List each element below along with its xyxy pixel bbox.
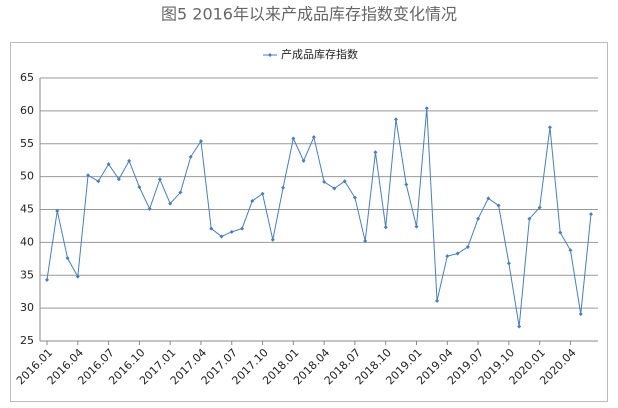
data-point — [198, 139, 203, 144]
data-point — [75, 274, 80, 279]
data-point — [106, 162, 111, 167]
data-point — [209, 226, 214, 231]
data-point — [373, 150, 378, 155]
data-point — [363, 239, 368, 244]
data-point — [127, 158, 132, 163]
data-point — [393, 117, 398, 122]
data-point — [424, 106, 429, 111]
legend-label: 产成品库存指数 — [281, 47, 358, 61]
data-point — [178, 190, 183, 195]
data-point — [291, 136, 296, 141]
data-point — [476, 216, 481, 221]
data-point — [240, 226, 245, 231]
chart-title: 图5 2016年以来产成品库存指数变化情况 — [161, 5, 457, 24]
data-point — [260, 191, 265, 196]
data-point — [496, 203, 501, 208]
data-point — [445, 254, 450, 259]
data-point — [332, 186, 337, 191]
data-point — [537, 205, 542, 210]
data-point — [527, 216, 532, 221]
data-point — [352, 195, 357, 200]
data-point — [578, 312, 583, 317]
data-point — [147, 206, 152, 211]
data-point — [219, 234, 224, 239]
data-point — [589, 212, 593, 217]
y-tick-label: 45 — [20, 203, 34, 216]
y-tick-label: 40 — [20, 235, 34, 248]
data-point — [168, 201, 173, 206]
data-point — [455, 251, 460, 256]
data-point — [342, 179, 347, 184]
data-line — [46, 108, 592, 327]
data-point — [517, 324, 522, 329]
data-point — [383, 225, 388, 230]
data-point — [188, 154, 193, 159]
data-point — [157, 177, 162, 182]
y-tick-label: 35 — [20, 268, 34, 281]
y-tick-label: 65 — [20, 71, 34, 84]
data-point — [506, 261, 511, 266]
data-point — [96, 179, 101, 184]
y-tick-label: 25 — [20, 334, 34, 347]
data-point — [414, 224, 419, 229]
data-point — [558, 230, 563, 235]
data-point — [55, 208, 60, 213]
chart-border — [10, 42, 608, 402]
y-tick-label: 30 — [20, 301, 34, 314]
legend-marker — [268, 53, 272, 57]
y-tick-label: 50 — [20, 170, 34, 183]
data-point — [301, 158, 306, 163]
data-point — [116, 177, 121, 182]
data-point — [465, 244, 470, 249]
data-point — [404, 182, 409, 187]
data-point — [250, 198, 255, 203]
data-point — [65, 256, 70, 261]
data-point — [435, 298, 440, 303]
data-point — [547, 125, 552, 130]
data-point — [45, 277, 49, 282]
data-point — [281, 185, 286, 190]
data-point — [229, 229, 234, 234]
data-point — [270, 237, 275, 242]
data-point — [568, 248, 573, 253]
y-tick-label: 55 — [20, 137, 34, 150]
y-tick-label: 60 — [20, 104, 34, 117]
data-point — [86, 173, 91, 178]
data-point — [311, 135, 316, 140]
data-point — [322, 179, 327, 184]
data-point — [137, 185, 142, 190]
data-point — [486, 196, 491, 201]
